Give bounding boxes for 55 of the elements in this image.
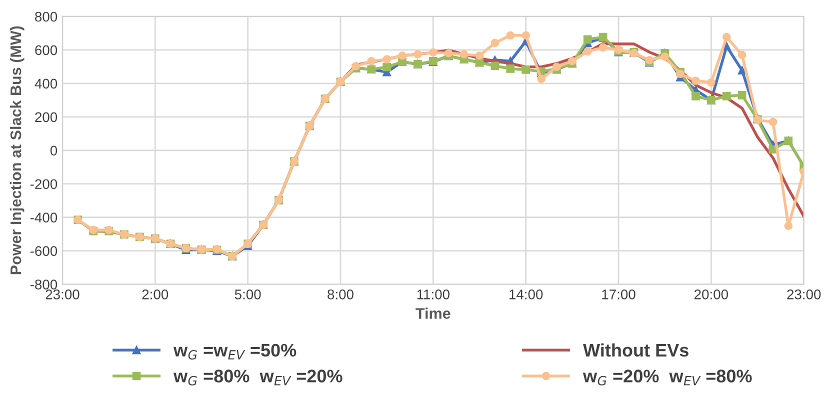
point [568,57,576,66]
x-tick-label: 14:00 [510,290,543,300]
y-tick-label: -600 [30,246,58,256]
legend-label: Without EVs [583,343,688,357]
point [398,51,406,60]
y-tick-label: -200 [30,179,58,190]
point [506,31,515,40]
legend-label: w$_{G}$ =80% w$_{EV}$ =20% [173,370,342,386]
point [707,78,716,87]
point [506,64,515,73]
point [522,66,530,74]
point [722,92,731,100]
point [382,62,391,72]
point [722,32,731,42]
point [460,50,468,58]
x-axis-title: Time [416,308,450,319]
point [738,66,746,75]
x-tick-label: 5:00 [234,290,261,300]
x-tick-label: 2:00 [142,290,168,300]
point [598,43,608,52]
y-tick-label: -800 [30,280,58,290]
point [444,48,453,58]
y-axis-title: Power Injection at Slack Bus (MW) [10,26,24,274]
y-tick-label: 200 [35,112,58,122]
point [522,31,530,40]
x-tick-label: 11:00 [417,290,450,300]
x-tick-label: 20:00 [694,290,728,300]
point [692,76,700,85]
point [768,118,778,126]
y-tick-label: 400 [34,78,58,89]
x-tick-label: 23:00 [46,290,80,300]
point [583,35,592,44]
point [784,222,793,230]
legend-label: w$_{G}$ =20% w$_{EV}$ =80% [582,370,752,386]
x-tick-label: 23:00 [787,290,821,300]
point [692,92,700,100]
point [428,48,438,57]
y-tick-label: 800 [35,12,58,22]
point [490,38,500,48]
point [738,50,746,60]
point [367,57,376,66]
legend-label: w$_{G}$ =w$_{EV}$ =50% [173,344,296,360]
point [537,74,546,84]
point [382,55,391,64]
y-tick-label: -400 [30,212,58,222]
point [660,52,670,61]
point [475,51,484,60]
point [738,90,746,100]
point [490,62,500,70]
y-tick-label: 600 [35,45,58,56]
x-tick-label: 17:00 [602,290,636,300]
point [583,47,592,56]
x-tick-label: 8:00 [328,290,354,300]
y-tick-label: 0 [50,146,58,156]
point [414,50,422,58]
